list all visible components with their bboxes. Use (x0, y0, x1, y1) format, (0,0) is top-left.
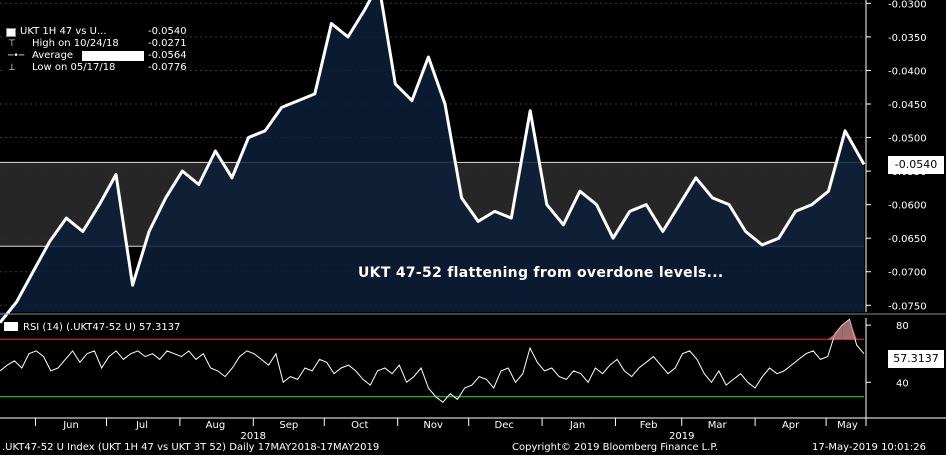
legend-series-swatch-icon (6, 28, 16, 37)
legend-average: ─•─ Average -0.0564 (2, 50, 187, 62)
rsi-overbought-fill (842, 319, 850, 340)
footer: .UKT47-52 U Index (UKT 1H 47 vs UKT 3T 5… (0, 441, 946, 455)
legend-low-value: -0.0776 (148, 62, 187, 73)
x-tick-label: Nov (423, 420, 443, 431)
x-tick-label: May (837, 420, 858, 431)
footer-copyright: Copyright© 2019 Bloomberg Finance L.P. (512, 442, 719, 453)
y-tick-label: -0.0750 (888, 301, 927, 312)
rsi-tick-label: 40 (896, 378, 909, 389)
main-legend: UKT 1H 47 vs U... -0.0540 ⊤ High on 10/2… (2, 26, 187, 76)
legend-high-value: -0.0271 (148, 38, 187, 49)
legend-high: ⊤ High on 10/24/18 -0.0271 (2, 38, 187, 50)
y-tick-label: -0.0650 (888, 234, 927, 245)
legend-low: ⊥ Low on 05/17/18 -0.0776 (2, 62, 187, 74)
rsi-legend-label: RSI (14) (.UKT47-52 U) 57.3137 (23, 322, 181, 333)
legend-low-label: Low on 05/17/18 (32, 62, 116, 73)
x-tick-label: Feb (640, 420, 658, 431)
legend-series-label: UKT 1H 47 vs U... (20, 26, 107, 37)
rsi-overbought-fill (827, 333, 835, 340)
series-line (0, 0, 866, 324)
y-tick-label: -0.0500 (888, 134, 927, 145)
x-tick-label: Dec (495, 420, 514, 431)
main-plot (0, 0, 946, 324)
x-year-label: 2018 (241, 431, 266, 442)
x-tick-label: Apr (782, 420, 800, 431)
x-tick-label: Jul (135, 420, 148, 431)
rsi-y-axis: 80 40 (865, 318, 909, 426)
legend-average-value: -0.0564 (148, 50, 187, 61)
y-tick-label: -0.0450 (888, 100, 927, 111)
legend-high-label: High on 10/24/18 (32, 38, 119, 49)
legend-series: UKT 1H 47 vs U... -0.0540 (2, 26, 187, 38)
x-axis: Jun Jul Aug Sep Oct Nov Dec Jan Feb Mar Apr May 2018… (0, 417, 946, 442)
footer-timestamp: 17-May-2019 10:01:26 (812, 442, 926, 453)
y-tick-label: -0.0700 (888, 268, 927, 279)
y-tick-label: -0.0350 (888, 33, 927, 44)
legend-series-value: -0.0540 (148, 26, 187, 37)
high-marker-icon: ⊤ (8, 39, 16, 49)
rsi-legend: RSI (14) (.UKT47-52 U) 57.3137 (4, 322, 180, 333)
x-tick-label: Mar (708, 420, 728, 431)
x-year-label: 2019 (669, 431, 694, 442)
rsi-tick-label: 80 (896, 321, 909, 332)
x-tick-label: Jun (62, 420, 79, 431)
chart-annotation: UKT 47-52 flattening from overdone level… (358, 265, 724, 281)
rsi-overbought-fill (849, 319, 857, 340)
rsi-line (0, 318, 865, 403)
last-value-flag: -0.0540 (888, 156, 944, 174)
x-tick-label: Aug (206, 420, 226, 431)
y-tick-label: -0.0400 (888, 66, 927, 77)
rsi-overbought-fill (834, 325, 843, 340)
legend-average-label: Average (32, 50, 74, 61)
low-marker-icon: ⊥ (8, 63, 16, 73)
average-marker-icon: ─•─ (8, 51, 25, 61)
x-tick-label: Oct (351, 420, 368, 431)
rsi-swatch-icon (4, 322, 18, 331)
rsi-plot (0, 318, 865, 403)
series-area (0, 0, 864, 323)
x-tick-label: Sep (279, 420, 298, 431)
y-tick-label: -0.0600 (888, 201, 927, 212)
footer-ticker: .UKT47-52 U Index (UKT 1H 47 vs UKT 3T 5… (2, 442, 380, 453)
legend-average-redacted (82, 51, 144, 61)
rsi-last-value-flag: 57.3137 (888, 350, 944, 368)
x-tick-label: Jan (569, 420, 585, 431)
y-tick-label: -0.0300 (888, 0, 927, 10)
